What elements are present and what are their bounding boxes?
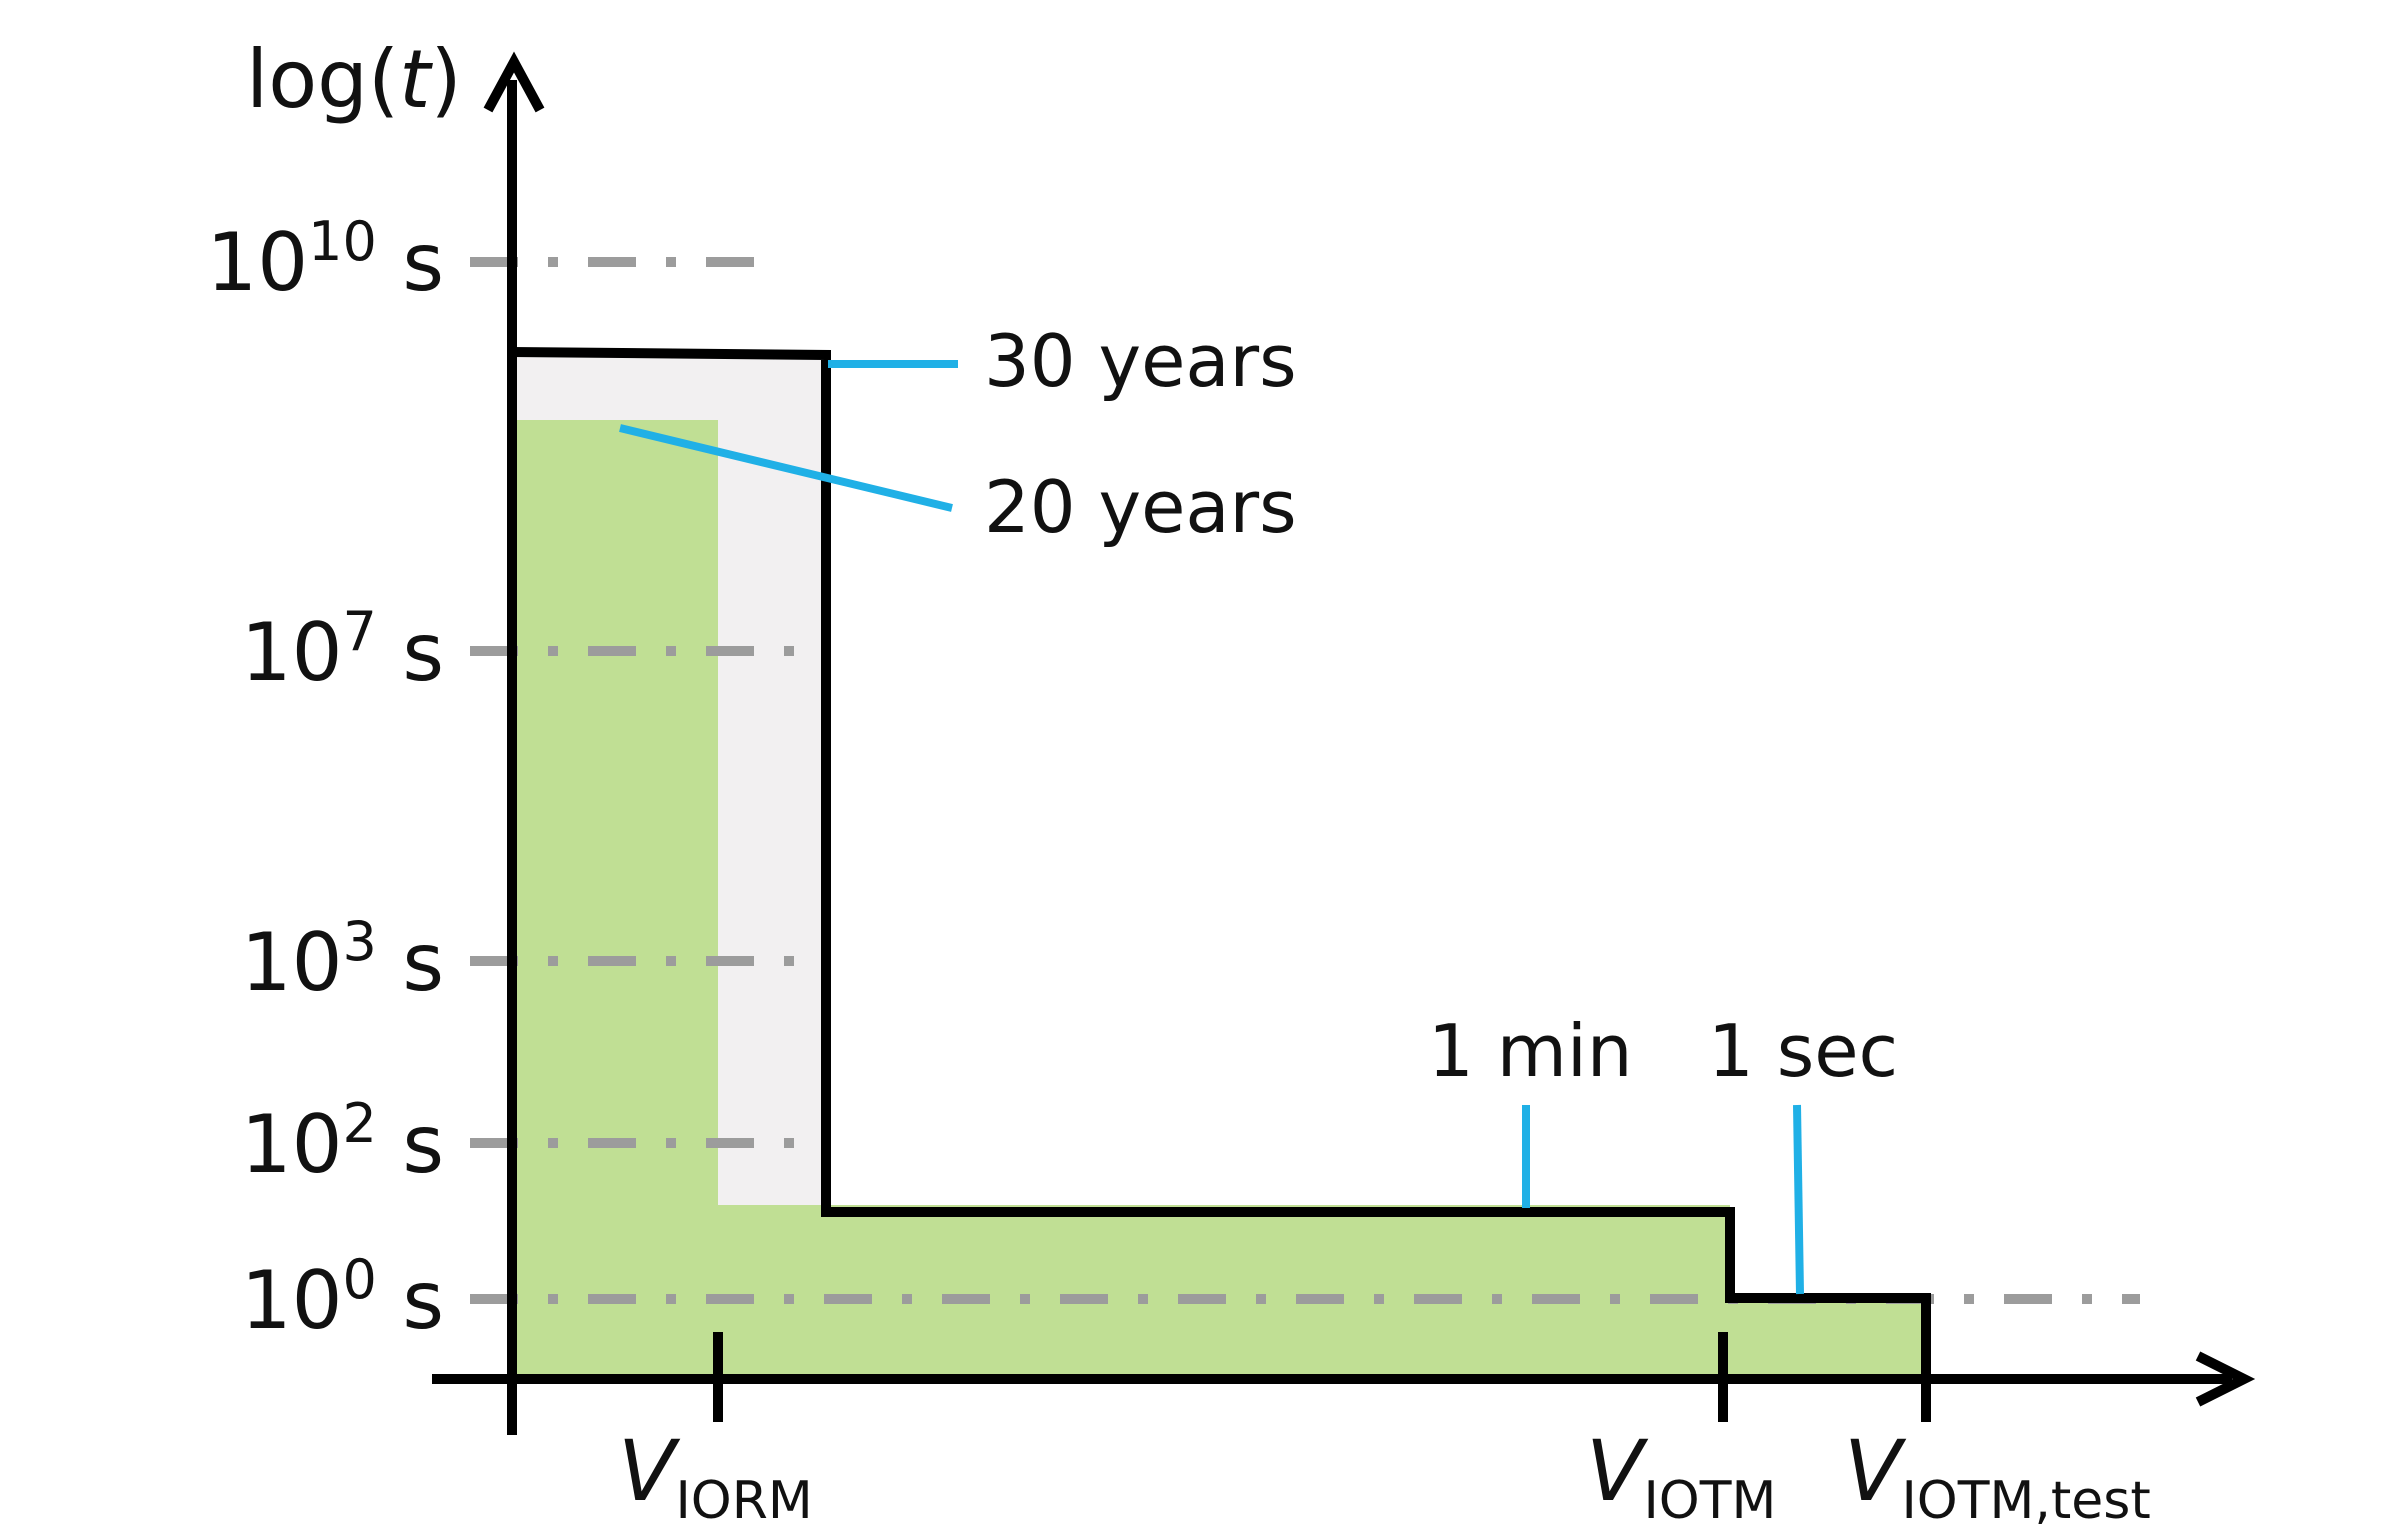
annotation-20-years: 20 years (984, 465, 1297, 549)
callout-1-sec (1793, 1104, 1804, 1295)
y-tick-label-1e3: 103 s (241, 910, 444, 1009)
callouts (619, 360, 1804, 1295)
annotation-1-min: 1 min (1428, 1009, 1632, 1093)
annotation-30-years: 30 years (984, 319, 1297, 403)
y-tick-label-1e10: 1010 s (206, 210, 444, 309)
x-tick-label-iotm-test: VIOTM,test (1844, 1422, 2151, 1531)
gridlines (470, 257, 2140, 1304)
x-tick-label-iorm: VIORM (618, 1422, 813, 1531)
y-tick-label-1e2: 102 s (241, 1092, 444, 1191)
green-region-iotm-test (1718, 1297, 1930, 1379)
y-axis-arrowhead (483, 51, 545, 113)
green-region-iotm (718, 1205, 1730, 1379)
boundary-step-line (511, 347, 1931, 1379)
y-axis-title: log(t) (246, 33, 462, 126)
annotation-1-sec: 1 sec (1708, 1009, 1898, 1093)
callout-20-years (619, 424, 953, 512)
x-tick-label-iotm: VIOTM (1586, 1422, 1776, 1531)
green-region-iorm (512, 420, 718, 1379)
x-axis-arrowhead (2195, 1351, 2256, 1407)
y-tick-label-1e7: 107 s (241, 600, 444, 699)
y-tick-label-1e0: 100 s (241, 1248, 444, 1347)
